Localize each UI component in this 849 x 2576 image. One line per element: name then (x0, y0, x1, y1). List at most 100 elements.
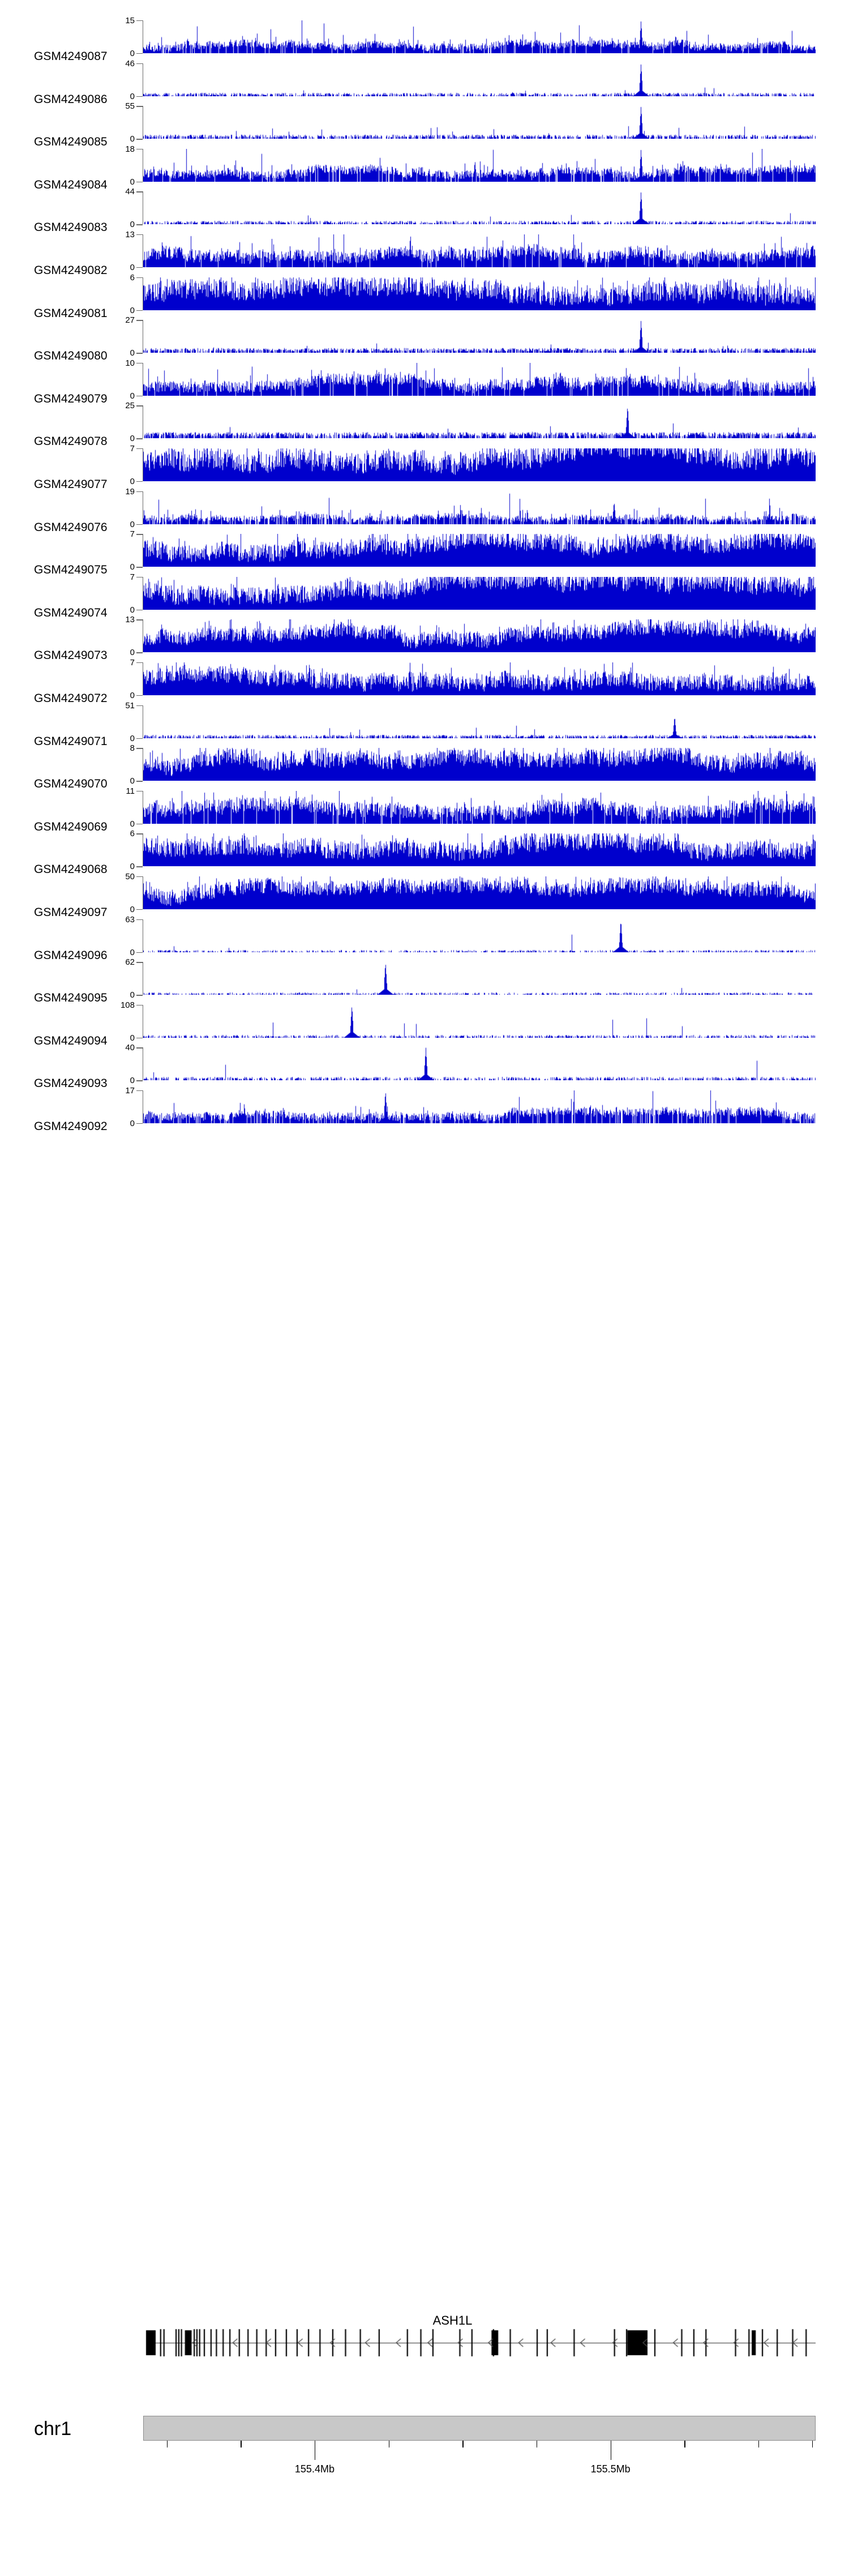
coverage-canvas[interactable] (143, 63, 816, 96)
coverage-canvas[interactable] (143, 576, 816, 610)
coverage-plot-area[interactable] (143, 705, 816, 738)
coverage-plot-area[interactable] (143, 876, 816, 909)
y-axis-min-value: 0 (130, 91, 135, 101)
track-label-gsm4249082: GSM4249082 (34, 264, 108, 277)
coverage-canvas[interactable] (143, 20, 816, 53)
y-axis-tick-max (136, 277, 143, 278)
y-axis-max-value: 10 (125, 358, 135, 368)
y-axis-tick-min (136, 267, 143, 268)
coverage-plot-area[interactable] (143, 962, 816, 995)
coverage-canvas[interactable] (143, 148, 816, 182)
coverage-plot-area[interactable] (143, 362, 816, 396)
track-label-gsm4249096: GSM4249096 (34, 948, 108, 962)
y-axis-max-value: 15 (125, 16, 135, 25)
coverage-plot-area[interactable] (143, 106, 816, 139)
coverage-plot-area[interactable] (143, 1090, 816, 1123)
axis-minor-tick (758, 2441, 760, 2447)
track-label-gsm4249074: GSM4249074 (34, 606, 108, 619)
y-axis-min-value: 0 (130, 947, 135, 957)
coverage-canvas[interactable] (143, 1090, 816, 1123)
coverage-plot-area[interactable] (143, 191, 816, 225)
track-label-gsm4249094: GSM4249094 (34, 1034, 108, 1047)
coverage-canvas[interactable] (143, 405, 816, 439)
coverage-plot-area[interactable] (143, 320, 816, 353)
track-label-gsm4249070: GSM4249070 (34, 777, 108, 791)
y-axis-tick-min (136, 53, 143, 54)
coverage-plot-area[interactable] (143, 1004, 816, 1038)
coverage-plot-area[interactable] (143, 277, 816, 310)
track-label-gsm4249095: GSM4249095 (34, 991, 108, 1005)
coverage-canvas[interactable] (143, 106, 816, 139)
track-label-gsm4249093: GSM4249093 (34, 1077, 108, 1090)
y-axis-max-value: 11 (126, 786, 135, 796)
y-axis-tick-min (136, 96, 143, 97)
coverage-plot-area[interactable] (143, 919, 816, 952)
y-axis-max-value: 40 (125, 1043, 135, 1053)
gene-label-ash1l: ASH1L (432, 2313, 473, 2327)
track-label-gsm4249097: GSM4249097 (34, 906, 108, 919)
coverage-canvas[interactable] (143, 491, 816, 524)
coverage-canvas[interactable] (143, 1004, 816, 1038)
coverage-plot-area[interactable] (143, 234, 816, 267)
coverage-plot-area[interactable] (143, 662, 816, 695)
gene-model-track[interactable]: ASH1L (0, 2313, 849, 2378)
coverage-canvas[interactable] (143, 876, 816, 909)
ideogram-bar[interactable] (143, 2416, 816, 2441)
track-label-gsm4249069: GSM4249069 (34, 820, 108, 833)
track-label-gsm4249084: GSM4249084 (34, 178, 108, 191)
y-axis-max-value: 108 (120, 1000, 135, 1010)
coverage-canvas[interactable] (143, 320, 816, 353)
axis-minor-tick (812, 2441, 813, 2447)
y-axis-max-value: 44 (125, 187, 135, 197)
coverage-canvas[interactable] (143, 191, 816, 225)
y-axis-min-value: 0 (130, 990, 135, 1000)
coverage-plot-area[interactable] (143, 534, 816, 567)
coverage-plot-area[interactable] (143, 833, 816, 867)
y-axis-tick-max (136, 20, 143, 22)
track-label-gsm4249081: GSM4249081 (34, 306, 108, 320)
y-axis-min-value: 0 (130, 862, 135, 872)
coverage-plot-area[interactable] (143, 148, 816, 182)
chromosome-axis-track: chr1 155.4Mb 155.5Mb (0, 2409, 849, 2511)
track-label-gsm4249085: GSM4249085 (34, 135, 108, 149)
coverage-canvas[interactable] (143, 748, 816, 781)
y-axis-min-value: 0 (130, 1033, 135, 1043)
coverage-plot-area[interactable] (143, 619, 816, 653)
coverage-canvas[interactable] (143, 662, 816, 695)
coverage-canvas[interactable] (143, 448, 816, 481)
genome-coordinate-axis: 155.4Mb 155.5Mb (143, 2441, 817, 2492)
y-axis-tick-max (136, 833, 143, 835)
coverage-canvas[interactable] (143, 919, 816, 952)
coverage-canvas[interactable] (143, 362, 816, 396)
y-axis-max-value: 18 (125, 144, 135, 154)
y-axis-min-value: 0 (130, 562, 135, 572)
track-label-gsm4249077: GSM4249077 (34, 478, 108, 491)
y-axis-tick-max (136, 1047, 143, 1049)
coverage-plot-area[interactable] (143, 576, 816, 610)
y-axis-tick-min (136, 738, 143, 739)
coverage-plot-area[interactable] (143, 790, 816, 824)
coverage-canvas[interactable] (143, 962, 816, 995)
coverage-canvas[interactable] (143, 277, 816, 310)
coverage-plot-area[interactable] (143, 448, 816, 481)
gene-model-canvas[interactable] (143, 2328, 816, 2363)
coverage-plot-area[interactable] (143, 491, 816, 524)
coverage-canvas[interactable] (143, 790, 816, 824)
coverage-plot-area[interactable] (143, 1047, 816, 1081)
y-axis-min-value: 0 (130, 263, 135, 272)
y-axis-max-value: 7 (130, 529, 135, 540)
y-axis-tick-max (136, 191, 143, 192)
coverage-plot-area[interactable] (143, 748, 816, 781)
coverage-canvas[interactable] (143, 705, 816, 738)
coverage-canvas[interactable] (143, 534, 816, 567)
y-axis-min-value: 0 (130, 1076, 135, 1086)
coverage-plot-area[interactable] (143, 20, 816, 53)
coverage-plot-area[interactable] (143, 63, 816, 96)
y-axis-tick-max (136, 1090, 143, 1092)
coverage-canvas[interactable] (143, 833, 816, 867)
coverage-canvas[interactable] (143, 234, 816, 267)
coverage-canvas[interactable] (143, 1047, 816, 1081)
coverage-plot-area[interactable] (143, 405, 816, 439)
coverage-canvas[interactable] (143, 619, 816, 653)
y-axis-tick-min (136, 1080, 143, 1081)
